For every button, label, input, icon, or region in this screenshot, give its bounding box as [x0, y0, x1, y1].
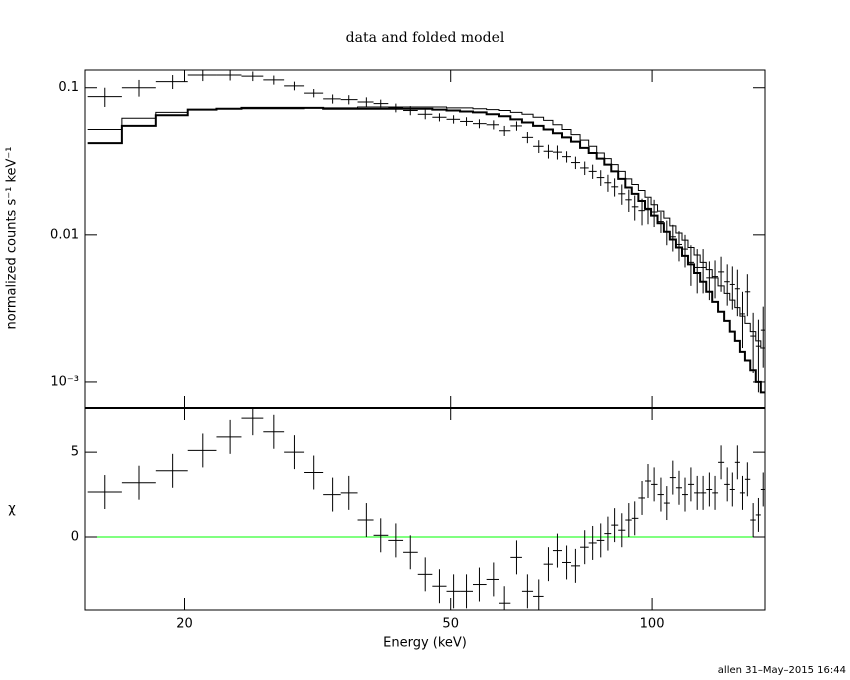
top-frame — [84, 69, 766, 409]
y-tick-label: 0.1 — [58, 80, 79, 95]
model-step — [87, 106, 765, 349]
x-axis-label: Energy (keV) — [383, 636, 467, 651]
y-tick-label: 10⁻³ — [50, 374, 79, 389]
y-tick-label: 0 — [71, 530, 79, 545]
x-tick-label: 20 — [176, 617, 193, 632]
x-tick-label: 100 — [640, 617, 665, 632]
x-tick-label: 50 — [442, 617, 459, 632]
model-step — [87, 106, 765, 394]
y-axis-label: χ — [8, 502, 16, 517]
bottom-plot — [85, 408, 765, 610]
y-axis-label: normalized counts s⁻¹ keV⁻¹ — [5, 147, 20, 330]
chart-title: data and folded model — [346, 30, 505, 46]
y-tick-label: 0.01 — [50, 227, 79, 242]
top-plot — [87, 70, 765, 394]
footer: allen 31–May–2015 16:44 — [718, 665, 846, 676]
y-tick-label: 5 — [71, 445, 79, 460]
